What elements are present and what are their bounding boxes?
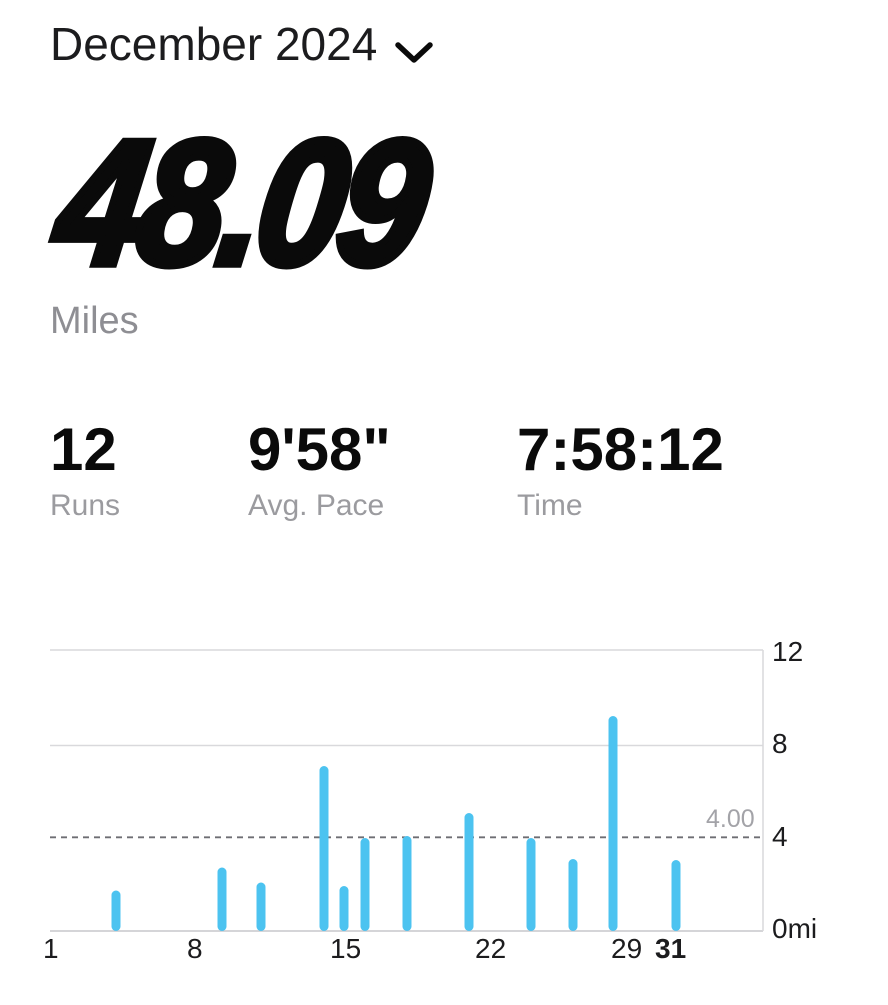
svg-text:22: 22 (475, 933, 506, 964)
svg-text:4.00: 4.00 (706, 805, 755, 833)
svg-text:31: 31 (655, 933, 686, 964)
svg-text:8: 8 (772, 728, 788, 759)
svg-text:15: 15 (330, 933, 361, 964)
svg-text:0mi: 0mi (772, 913, 817, 944)
svg-text:1: 1 (43, 933, 59, 964)
svg-text:29: 29 (611, 933, 642, 964)
svg-text:12: 12 (772, 636, 803, 667)
svg-text:8: 8 (187, 933, 203, 964)
svg-text:4: 4 (772, 821, 788, 852)
